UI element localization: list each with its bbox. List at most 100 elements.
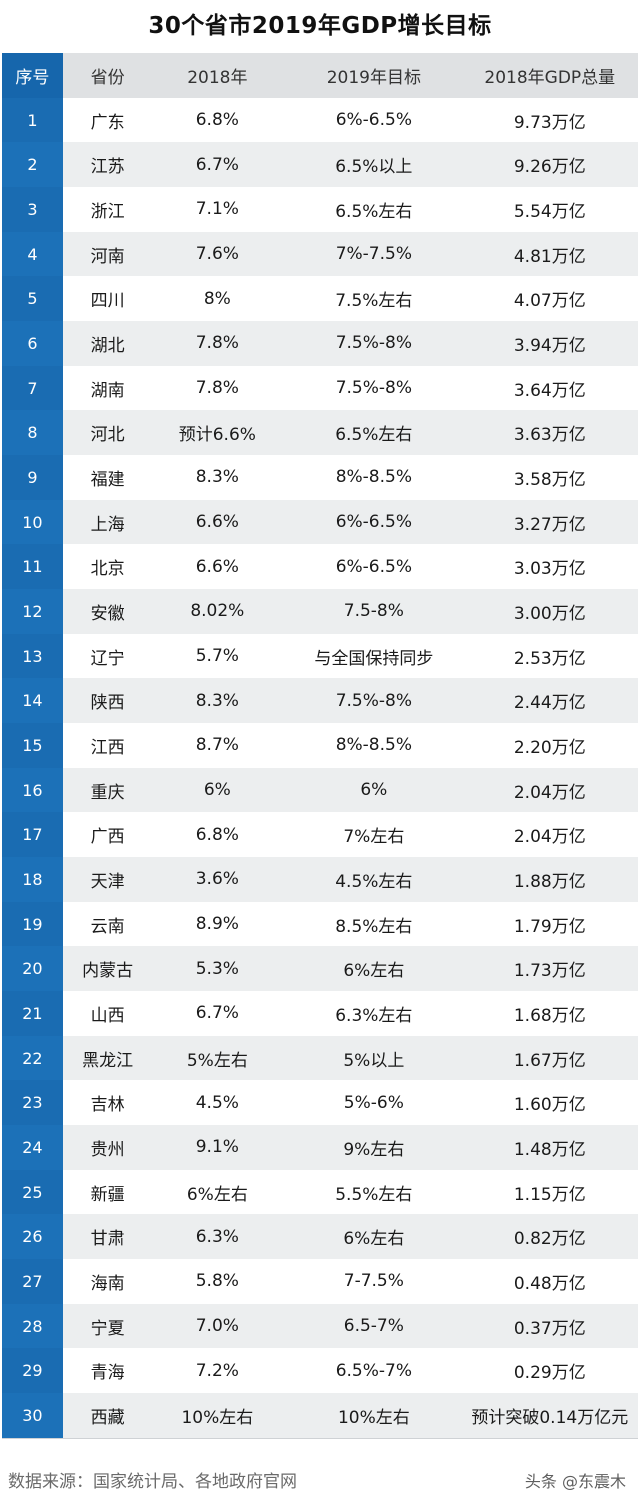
- row-gdp-2018: 2.04万亿: [513, 827, 586, 848]
- row-province: 辽宁: [90, 648, 125, 669]
- row-province: 天津: [90, 871, 125, 892]
- table-row: 14 陕西 8.3% 7.5%-8% 2.44万亿: [2, 678, 638, 724]
- header-2018: 2018年: [187, 67, 248, 88]
- row-target-2019: 6.5%左右: [335, 425, 413, 446]
- row-growth-2018: 5%左右: [186, 1050, 248, 1071]
- table-body: 1 广东 6.8% 6%-6.5% 9.73万亿 2 江苏 6.7% 6.5%以上 9.26万亿 3…: [2, 97, 638, 1438]
- row-province: 河南: [90, 246, 125, 267]
- row-index: 17: [2, 812, 63, 858]
- header-2019-target: 2019年目标: [326, 67, 421, 88]
- row-province: 贵州: [90, 1139, 125, 1160]
- row-gdp-2018: 1.79万亿: [513, 916, 586, 937]
- row-index: 23: [2, 1080, 63, 1126]
- row-target-2019: 7%-7.5%: [335, 244, 412, 265]
- row-index: 7: [2, 365, 63, 411]
- row-growth-2018: 8%: [203, 288, 231, 309]
- header-gdp-total: 2018年GDP总量: [484, 67, 616, 88]
- row-province: 上海: [90, 514, 125, 535]
- row-province: 宁夏: [90, 1318, 125, 1339]
- row-gdp-2018: 2.20万亿: [513, 737, 586, 758]
- header-province: 省份: [90, 67, 125, 88]
- row-index: 26: [2, 1214, 63, 1260]
- table-row: 4 河南 7.6% 7%-7.5% 4.81万亿: [2, 231, 638, 277]
- row-growth-2018: 8.9%: [195, 914, 239, 935]
- row-province: 吉林: [90, 1095, 125, 1116]
- row-growth-2018: 6%: [203, 780, 231, 801]
- row-gdp-2018: 2.53万亿: [513, 648, 586, 669]
- table-row: 18 天津 3.6% 4.5%左右 1.88万亿: [2, 857, 638, 902]
- row-gdp-2018: 9.73万亿: [513, 112, 586, 133]
- row-province: 重庆: [90, 782, 125, 803]
- table-row: 3 浙江 7.1% 6.5%左右 5.54万亿: [2, 187, 638, 232]
- row-index: 22: [2, 1035, 63, 1081]
- row-index: 3: [2, 187, 63, 232]
- row-target-2019: 10%左右: [337, 1407, 410, 1428]
- row-target-2019: 6.5%以上: [335, 157, 413, 178]
- page-title: 30个省市2019年GDP增长目标: [148, 13, 492, 39]
- row-target-2019: 5.5%左右: [335, 1184, 413, 1205]
- row-province: 江西: [90, 737, 125, 758]
- row-growth-2018: 4.5%: [195, 1092, 239, 1113]
- row-province: 广西: [90, 827, 125, 848]
- table-row: 21 山西 6.7% 6.3%左右 1.68万亿: [2, 991, 638, 1036]
- row-target-2019: 6%: [360, 780, 388, 801]
- row-province: 西藏: [90, 1407, 125, 1428]
- row-growth-2018: 6.8%: [195, 824, 239, 845]
- row-growth-2018: 7.8%: [195, 378, 239, 399]
- row-target-2019: 7.5%-8%: [335, 690, 412, 711]
- row-target-2019: 5%-6%: [343, 1092, 404, 1113]
- row-province: 福建: [90, 469, 125, 490]
- row-index: 13: [2, 633, 63, 679]
- row-index: 1: [2, 97, 63, 143]
- row-growth-2018: 6.6%: [195, 556, 239, 577]
- row-target-2019: 7%左右: [343, 827, 405, 848]
- row-growth-2018: 预计6.6%: [178, 425, 256, 446]
- row-gdp-2018: 5.54万亿: [513, 201, 586, 222]
- row-target-2019: 6%-6.5%: [335, 110, 412, 130]
- row-index: 11: [2, 544, 63, 590]
- row-target-2019: 7.5%-8%: [335, 333, 412, 354]
- row-index: 30: [2, 1393, 63, 1438]
- row-gdp-2018: 9.26万亿: [513, 157, 586, 178]
- row-index: 5: [2, 276, 63, 322]
- row-gdp-2018: 3.03万亿: [513, 559, 586, 580]
- row-province: 湖南: [90, 380, 125, 401]
- table-row: 8 河北 预计6.6% 6.5%左右 3.63万亿: [2, 410, 638, 456]
- row-growth-2018: 6.7%: [195, 1003, 239, 1024]
- row-gdp-2018: 1.68万亿: [513, 1005, 586, 1026]
- table-row: 2 江苏 6.7% 6.5%以上 9.26万亿: [2, 142, 638, 188]
- row-growth-2018: 10%左右: [181, 1407, 254, 1428]
- row-gdp-2018: 3.94万亿: [513, 335, 586, 356]
- row-index: 25: [2, 1169, 63, 1215]
- row-index: 9: [2, 455, 63, 500]
- row-gdp-2018: 3.58万亿: [513, 469, 586, 490]
- row-gdp-2018: 3.00万亿: [513, 603, 586, 624]
- row-gdp-2018: 0.37万亿: [513, 1318, 586, 1339]
- row-target-2019: 6.5-7%: [343, 1316, 404, 1337]
- row-index: 12: [2, 589, 63, 634]
- row-gdp-2018: 2.44万亿: [513, 693, 586, 714]
- row-index: 20: [2, 946, 63, 992]
- row-target-2019: 5%以上: [343, 1050, 405, 1071]
- row-growth-2018: 6%左右: [186, 1184, 248, 1205]
- row-index: 8: [2, 410, 63, 456]
- row-target-2019: 6%-6.5%: [335, 512, 412, 533]
- row-target-2019: 6%左右: [343, 961, 405, 982]
- row-target-2019: 7.5%-8%: [335, 378, 412, 399]
- row-growth-2018: 8.7%: [195, 735, 239, 756]
- table-header: 序号 省份 2018年 2019年目标 2018年GDP总量: [2, 53, 638, 98]
- table-row: 7 湖南 7.8% 7.5%-8% 3.64万亿: [2, 365, 638, 411]
- row-growth-2018: 7.2%: [195, 1360, 239, 1381]
- row-province: 江苏: [90, 157, 125, 178]
- row-index: 27: [2, 1259, 63, 1304]
- row-index: 2: [2, 142, 63, 188]
- row-index: 21: [2, 991, 63, 1036]
- table-row: 29 青海 7.2% 6.5%-7% 0.29万亿: [2, 1348, 638, 1394]
- table-row: 5 四川 8% 7.5%左右 4.07万亿: [2, 276, 638, 322]
- row-gdp-2018: 1.48万亿: [513, 1139, 586, 1160]
- row-growth-2018: 7.1%: [195, 199, 239, 220]
- table-row: 17 广西 6.8% 7%左右 2.04万亿: [2, 812, 638, 858]
- row-target-2019: 与全国保持同步: [314, 648, 434, 669]
- row-target-2019: 6.5%-7%: [335, 1360, 412, 1381]
- row-target-2019: 6.3%左右: [335, 1005, 413, 1026]
